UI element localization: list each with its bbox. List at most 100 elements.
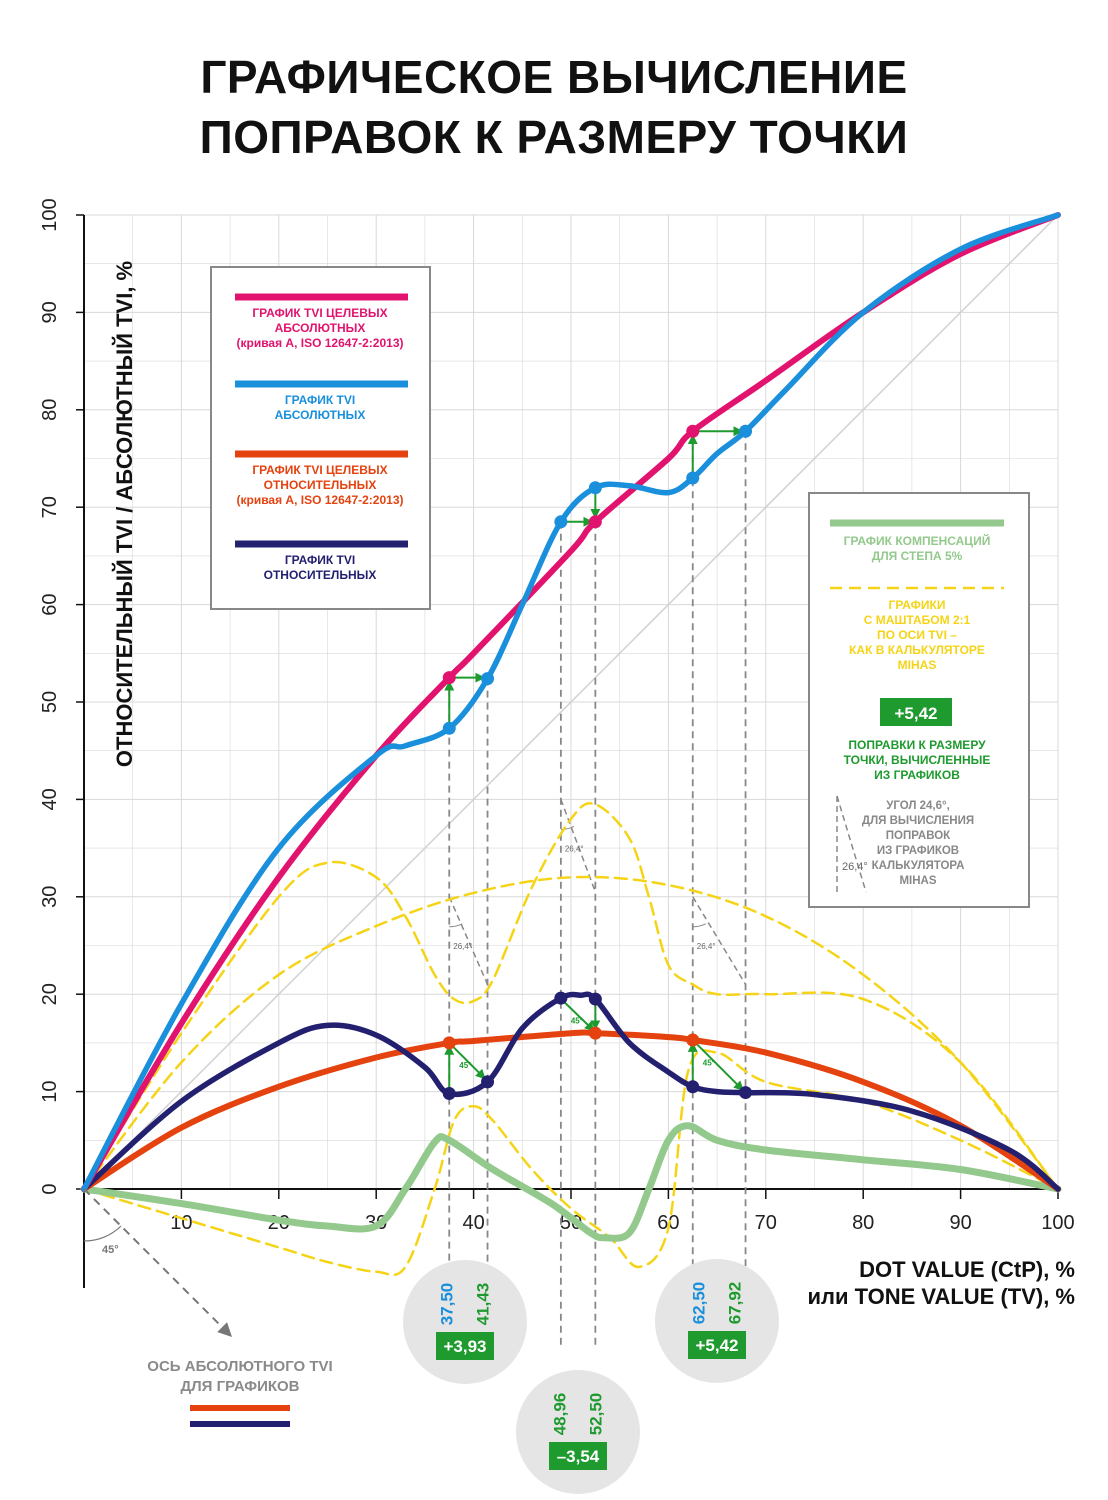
abs-axis-caption-line2: ДЛЯ ГРАФИКОВ: [180, 1378, 299, 1395]
x-tick-label: 70: [755, 1212, 777, 1234]
legend-badge-text: +5,42: [894, 704, 937, 723]
data-point-target-abs: [588, 515, 602, 529]
diagonal-line: [83, 214, 1059, 1190]
data-point-target-rel: [588, 1026, 602, 1040]
series-line-scaled-1: [82, 802, 1060, 1191]
legend-label: (кривая A, ISO 12647-2:2013): [236, 493, 403, 507]
legend-label: ГРАФИК TVI ЦЕЛЕВЫХ: [252, 306, 387, 320]
series-line-scaled-3: [82, 1049, 1060, 1277]
y-tick-label: 90: [39, 301, 61, 323]
title-line-2: ПОПРАВОК К РАЗМЕРУ ТОЧКИ: [199, 111, 909, 163]
angle-arc: [449, 923, 463, 928]
data-point-abs: [481, 672, 495, 686]
result-badge: [688, 1331, 746, 1359]
title-line-1: ГРАФИЧЕСКОЕ ВЫЧИСЛЕНИЕ: [200, 51, 908, 103]
data-point-abs: [554, 515, 568, 529]
series-line-scaled-2: [82, 875, 1060, 1191]
angle-label: 26,4°: [565, 844, 584, 853]
data-point-rel: [442, 1087, 456, 1101]
data-point-rel: [554, 991, 568, 1005]
legend-label: АБСОЛЮТНЫХ: [275, 321, 366, 335]
x-tick-label: 100: [1041, 1212, 1074, 1234]
data-point-target-abs: [442, 671, 456, 685]
legend-label: MIHAS: [898, 658, 937, 672]
series-line-abs: [81, 212, 1061, 1192]
angle45-label: 45°: [571, 1016, 583, 1025]
y-tick-label: 30: [39, 886, 61, 908]
result-value-a: 48,96: [551, 1393, 570, 1436]
data-point-rel: [481, 1075, 495, 1089]
result-circle-2: 48,96 52,50 –3,54: [516, 1370, 640, 1494]
result-circle-bg: [655, 1259, 779, 1383]
series-line-comp: [80, 1122, 1062, 1242]
correction-arrow: [451, 1045, 486, 1080]
y-tick-label: 80: [39, 399, 61, 421]
y-tick-label: 40: [39, 788, 61, 810]
y-tick-label: 70: [39, 496, 61, 518]
x-axis-label-line2: или TONE VALUE (TV), %: [807, 1284, 1075, 1309]
legend-angle-line: [836, 795, 867, 893]
angle-guide-line: [692, 896, 747, 985]
data-point-rel: [588, 992, 602, 1006]
result-correction: –3,54: [557, 1447, 600, 1466]
legend-angle-label: 26,4°: [842, 861, 868, 873]
legend-label: АБСОЛЮТНЫХ: [275, 408, 366, 422]
result-circle-bg: [403, 1260, 527, 1384]
result-correction: +5,42: [695, 1336, 738, 1355]
result-circle-bg: [516, 1370, 640, 1494]
data-point-abs: [442, 721, 456, 735]
result-circle-1: 37,50 41,43 +3,93: [403, 1260, 527, 1384]
legend-label: ПОПРАВКИ К РАЗМЕРУ: [848, 738, 986, 752]
y-tick-label: 60: [39, 593, 61, 615]
legend-label: ПОПРАВОК: [886, 830, 951, 842]
legend-label: КАК В КАЛЬКУЛЯТОРЕ: [849, 643, 985, 657]
legend-label: ТОЧКИ, ВЫЧИСЛЕННЫЕ: [844, 753, 991, 767]
legend-label: КАЛЬКУЛЯТОРА: [872, 860, 965, 872]
data-point-abs: [588, 481, 602, 495]
x-tick-label: 80: [852, 1212, 874, 1234]
data-point-target-rel: [442, 1036, 456, 1050]
legend-label: ОТНОСИТЕЛЬНЫХ: [264, 568, 377, 582]
angle45-axis-label: 45°: [102, 1244, 119, 1256]
legend-label: ГРАФИК TVI ЦЕЛЕВЫХ: [252, 463, 387, 477]
angle45-label: 45°: [459, 1061, 471, 1070]
angle-label: 26,4°: [697, 942, 716, 951]
legend-box: [210, 266, 431, 610]
legend-label: С МАШТАБОМ 2:1: [864, 613, 971, 627]
angle-arc: [692, 923, 706, 928]
data-point-rel: [686, 1080, 700, 1094]
result-badge: [436, 1332, 494, 1360]
legend-label: ДЛЯ ВЫЧИСЛЕНИЯ: [862, 815, 974, 827]
result-value-a: 62,50: [690, 1282, 709, 1325]
legend-label: MIHAS: [899, 875, 936, 887]
y-tick-label: 10: [39, 1080, 61, 1102]
legend-label: ГРАФИКИ: [889, 598, 946, 612]
correction-arrow: [694, 1042, 744, 1092]
legend-label: УГОЛ 24,6°,: [886, 800, 950, 812]
result-circle-3: 62,50 67,92 +5,42: [655, 1259, 779, 1383]
data-point-rel: [739, 1086, 753, 1100]
correction-arrow: [562, 1000, 595, 1032]
data-point-abs: [686, 471, 700, 485]
x-tick-label: 90: [949, 1212, 971, 1234]
legend-label: ИЗ ГРАФИКОВ: [874, 768, 960, 782]
angle-label: 26,4°: [453, 942, 472, 951]
y-tick-label: 50: [39, 691, 61, 713]
result-correction: +3,93: [443, 1337, 486, 1356]
angle45-label: 45°: [703, 1058, 715, 1067]
legend-badge: [880, 698, 952, 726]
result-badge: [549, 1442, 607, 1470]
legend-label: ГРАФИК TVI: [285, 553, 355, 567]
x-tick-label: 10: [170, 1212, 192, 1234]
y-tick-label: 100: [39, 198, 61, 231]
x-tick-label: 40: [462, 1212, 484, 1234]
y-tick-label: 20: [39, 983, 61, 1005]
angle-guide-line: [448, 896, 489, 985]
y-tick-label: 0: [39, 1183, 61, 1194]
y-axis-label: ОТНОСИТЕЛЬНЫЙ TVI / АБСОЛЮТНЫЙ TVI, %: [112, 261, 137, 767]
legend-label: (кривая A, ISO 12647-2:2013): [236, 336, 403, 350]
result-value-b: 67,92: [726, 1282, 745, 1325]
angle45-arc: [83, 1225, 122, 1242]
legend-label: ИЗ ГРАФИКОВ: [877, 845, 959, 857]
data-point-abs: [739, 424, 753, 438]
